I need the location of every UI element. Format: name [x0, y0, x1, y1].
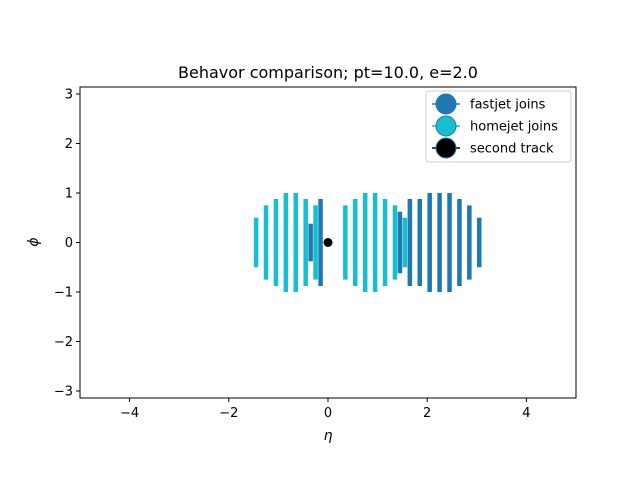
legend-marker-fastjet — [435, 93, 457, 115]
legend-box — [425, 90, 572, 163]
legend-label-second: second track — [470, 142, 554, 157]
x-tick-label: −2 — [219, 406, 238, 421]
legend-marker-homejet — [435, 115, 457, 137]
plot-area — [253, 193, 482, 292]
x-tick-label: 0 — [324, 406, 332, 421]
legend: fastjet joins homejet joins second track — [425, 90, 572, 163]
y-tick-label: −3 — [54, 384, 73, 399]
x-tick-label: −4 — [120, 406, 139, 421]
y-tick-label: −1 — [54, 285, 73, 300]
x-tick-label: 4 — [522, 406, 530, 421]
axis-ticks: −4 −2 0 2 4 −3 −2 −1 0 1 2 3 — [54, 88, 531, 421]
x-axis-label: η — [324, 428, 333, 444]
y-tick-label: 1 — [65, 187, 73, 202]
y-tick-label: 3 — [65, 88, 73, 103]
legend-label-homejet: homejet joins — [470, 120, 558, 135]
legend-marker-second — [435, 137, 457, 159]
y-axis-label: ϕ — [26, 237, 42, 246]
y-tick-label: −2 — [54, 335, 73, 350]
chart-title: Behavor comparison; pt=10.0, e=2.0 — [178, 63, 478, 82]
legend-label-fastjet: fastjet joins — [470, 98, 546, 113]
y-tick-label: 0 — [65, 236, 73, 251]
second-point-0 — [323, 238, 333, 247]
x-tick-label: 2 — [423, 406, 431, 421]
y-tick-label: 2 — [65, 137, 73, 152]
